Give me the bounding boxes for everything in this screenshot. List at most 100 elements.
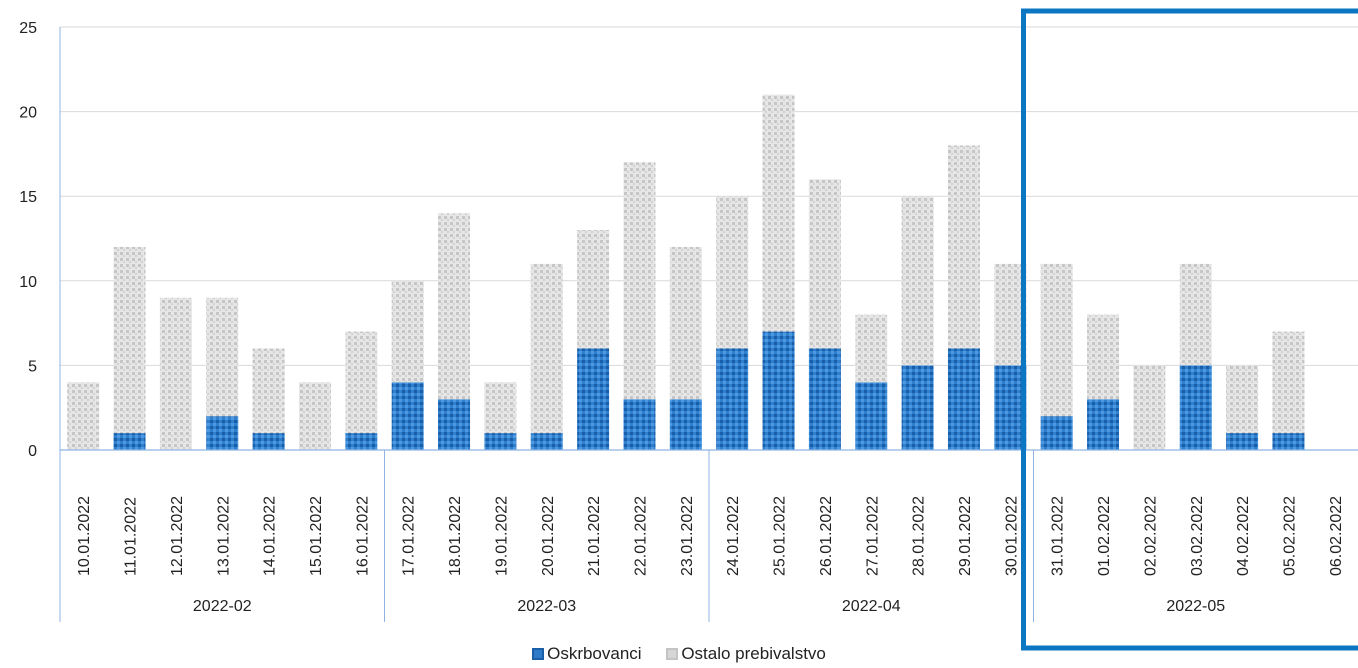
x-tick-label: 16.01.2022 bbox=[354, 496, 371, 576]
x-tick-label: 06.02.2022 bbox=[1328, 496, 1345, 576]
bar-oskrbovanci bbox=[1226, 433, 1259, 450]
bar-ostalo-prebivalstvo bbox=[438, 213, 471, 400]
bar-oskrbovanci bbox=[345, 433, 378, 450]
bar-ostalo-prebivalstvo bbox=[947, 145, 980, 349]
bar-oskrbovanci bbox=[1179, 365, 1212, 450]
x-tick-label: 19.01.2022 bbox=[493, 496, 510, 576]
bar-oskrbovanci bbox=[530, 433, 563, 450]
bar-oskrbovanci bbox=[808, 348, 841, 450]
bar-oskrbovanci bbox=[438, 399, 471, 450]
bar-oskrbovanci bbox=[1087, 399, 1120, 450]
bar-ostalo-prebivalstvo bbox=[994, 263, 1027, 366]
bar-ostalo-prebivalstvo bbox=[345, 331, 378, 434]
group-label: 2022-05 bbox=[1166, 598, 1225, 615]
bar-oskrbovanci bbox=[855, 382, 888, 450]
x-tick-label: 02.02.2022 bbox=[1142, 496, 1159, 576]
x-tick-label: 31.01.2022 bbox=[1050, 496, 1067, 576]
bar-ostalo-prebivalstvo bbox=[530, 263, 563, 434]
bar-oskrbovanci bbox=[947, 348, 980, 450]
bar-ostalo-prebivalstvo bbox=[762, 94, 795, 332]
group-label: 2022-02 bbox=[193, 598, 252, 615]
bar-ostalo-prebivalstvo bbox=[716, 196, 749, 349]
bar-ostalo-prebivalstvo bbox=[855, 314, 888, 383]
x-tick-label: 11.01.2022 bbox=[123, 497, 140, 576]
bar-oskrbovanci bbox=[716, 348, 749, 450]
bar-ostalo-prebivalstvo bbox=[808, 179, 841, 349]
bar-oskrbovanci bbox=[623, 399, 656, 450]
x-tick-label: 27.01.2022 bbox=[864, 496, 881, 576]
y-tick-label: 10 bbox=[19, 274, 37, 291]
x-tick-label: 03.02.2022 bbox=[1189, 496, 1206, 576]
bar-ostalo-prebivalstvo bbox=[1040, 263, 1073, 417]
bar-ostalo-prebivalstvo bbox=[1087, 314, 1120, 400]
x-tick-label: 18.01.2022 bbox=[447, 496, 464, 576]
bar-oskrbovanci bbox=[113, 433, 146, 450]
y-tick-label: 20 bbox=[19, 105, 37, 122]
bar-ostalo-prebivalstvo bbox=[1179, 263, 1212, 366]
bar-ostalo-prebivalstvo bbox=[1133, 365, 1166, 450]
x-tick-label: 26.01.2022 bbox=[818, 496, 835, 576]
x-tick-label: 30.01.2022 bbox=[1003, 496, 1020, 576]
bar-oskrbovanci bbox=[577, 348, 610, 450]
bar-ostalo-prebivalstvo bbox=[1226, 365, 1259, 434]
group-label: 2022-03 bbox=[517, 598, 576, 615]
y-tick-label: 0 bbox=[28, 443, 37, 460]
bar-ostalo-prebivalstvo bbox=[113, 246, 146, 434]
x-tick-label: 10.01.2022 bbox=[76, 496, 93, 576]
x-tick-label: 29.01.2022 bbox=[957, 496, 974, 576]
bar-ostalo-prebivalstvo bbox=[901, 196, 934, 366]
legend-swatch-oskrbovanci bbox=[532, 648, 545, 660]
bar-oskrbovanci bbox=[994, 365, 1027, 450]
highlight-box bbox=[1021, 8, 1358, 651]
bars bbox=[67, 94, 1305, 450]
bar-ostalo-prebivalstvo bbox=[206, 297, 239, 417]
y-tick-label: 25 bbox=[19, 20, 37, 37]
bar-ostalo-prebivalstvo bbox=[159, 297, 192, 450]
x-tick-label: 20.01.2022 bbox=[540, 496, 557, 576]
bar-oskrbovanci bbox=[901, 365, 934, 450]
bar-ostalo-prebivalstvo bbox=[577, 230, 610, 349]
bar-ostalo-prebivalstvo bbox=[298, 382, 331, 450]
bar-oskrbovanci bbox=[762, 331, 795, 450]
bar-ostalo-prebivalstvo bbox=[391, 280, 424, 383]
legend-item-ostalo: Ostalo prebivalstvo bbox=[666, 644, 826, 664]
y-tick-label: 15 bbox=[19, 189, 37, 206]
bar-oskrbovanci bbox=[1040, 416, 1073, 450]
bar-ostalo-prebivalstvo bbox=[1272, 331, 1305, 434]
x-tick-label: 04.02.2022 bbox=[1235, 496, 1252, 576]
x-tick-label: 21.01.2022 bbox=[586, 496, 603, 576]
x-tick-label: 24.01.2022 bbox=[725, 496, 742, 576]
x-tick-label: 28.01.2022 bbox=[911, 496, 928, 576]
bar-oskrbovanci bbox=[391, 382, 424, 450]
x-axis: 10.01.2022 11.01.2022 12.01.2022 13.01.2022… bbox=[59, 449, 1358, 622]
bar-ostalo-prebivalstvo bbox=[669, 246, 702, 400]
bar-ostalo-prebivalstvo bbox=[484, 382, 517, 434]
bar-ostalo-prebivalstvo bbox=[67, 382, 100, 450]
legend-swatch-ostalo bbox=[666, 648, 679, 660]
bar-ostalo-prebivalstvo bbox=[623, 162, 656, 400]
group-label: 2022-04 bbox=[842, 598, 901, 615]
gridlines bbox=[60, 26, 1358, 366]
y-tick-label: 5 bbox=[28, 358, 37, 375]
x-tick-label: 05.02.2022 bbox=[1281, 496, 1298, 576]
x-tick-label: 22.01.2022 bbox=[632, 496, 649, 576]
x-tick-label: 15.01.2022 bbox=[308, 496, 325, 576]
x-tick-label: 23.01.2022 bbox=[679, 496, 696, 576]
y-axis: 0 5 10 15 20 25 bbox=[19, 20, 61, 460]
x-tick-label: 14.01.2022 bbox=[262, 496, 279, 576]
x-tick-label: 13.01.2022 bbox=[215, 496, 232, 576]
bar-oskrbovanci bbox=[206, 416, 239, 450]
x-tick-label: 12.01.2022 bbox=[169, 496, 186, 576]
bar-oskrbovanci bbox=[484, 433, 517, 450]
legend-label-oskrbovanci: Oskrbovanci bbox=[547, 644, 642, 663]
x-tick-label: 17.01.2022 bbox=[401, 496, 418, 576]
bar-oskrbovanci bbox=[252, 433, 285, 450]
highlight-rectangle bbox=[1021, 8, 1358, 651]
legend-item-oskrbovanci: Oskrbovanci bbox=[532, 644, 642, 664]
bar-oskrbovanci bbox=[1272, 433, 1305, 450]
x-tick-label: 25.01.2022 bbox=[772, 496, 789, 576]
bar-oskrbovanci bbox=[669, 399, 702, 450]
x-tick-label: 01.02.2022 bbox=[1096, 496, 1113, 576]
legend-label-ostalo: Ostalo prebivalstvo bbox=[681, 644, 826, 663]
